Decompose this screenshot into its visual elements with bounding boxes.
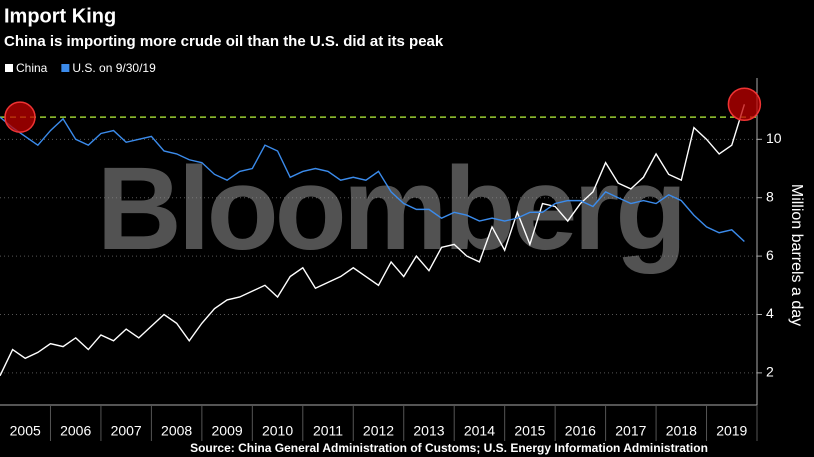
chart-title: Import King — [4, 5, 116, 27]
x-tick-label: 2015 — [514, 423, 545, 439]
x-tick-label: 2013 — [413, 423, 444, 439]
legend-label: U.S. on 9/30/19 — [72, 61, 156, 75]
x-tick-label: 2018 — [666, 423, 697, 439]
highlight-circle — [727, 87, 762, 122]
x-tick-label: 2011 — [313, 423, 343, 439]
x-tick-label: 2012 — [363, 423, 394, 439]
x-tick-label: 2007 — [111, 423, 142, 439]
x-tick-label: 2014 — [464, 423, 495, 439]
highlight-circle — [4, 101, 36, 133]
x-tick-label: 2009 — [212, 423, 243, 439]
series-line — [0, 116, 745, 243]
x-tick-label: 2008 — [161, 423, 192, 439]
source: Source: China General Administration of … — [190, 441, 708, 455]
x-tick-label: 2017 — [615, 423, 646, 439]
watermark: Bloomberg — [97, 143, 684, 275]
chart-subtitle: China is importing more crude oil than t… — [4, 33, 444, 50]
y-axis-label: Million barrels a day — [788, 184, 805, 326]
y-tick-label: 6 — [766, 247, 774, 263]
y-tick-label: 8 — [766, 188, 774, 204]
y-tick-label: 2 — [766, 364, 774, 380]
legend-label: China — [16, 61, 48, 75]
x-tick-label: 2006 — [60, 423, 91, 439]
legend-swatch — [61, 64, 70, 72]
x-tick-label: 2005 — [10, 423, 41, 439]
series-line — [0, 104, 746, 377]
y-tick-label: 10 — [766, 130, 782, 146]
y-tick-label: 4 — [766, 305, 774, 321]
x-tick-label: 2016 — [565, 423, 596, 439]
x-tick-label: 2010 — [262, 423, 293, 439]
legend-swatch — [5, 64, 13, 72]
x-tick-label: 2019 — [716, 423, 747, 439]
